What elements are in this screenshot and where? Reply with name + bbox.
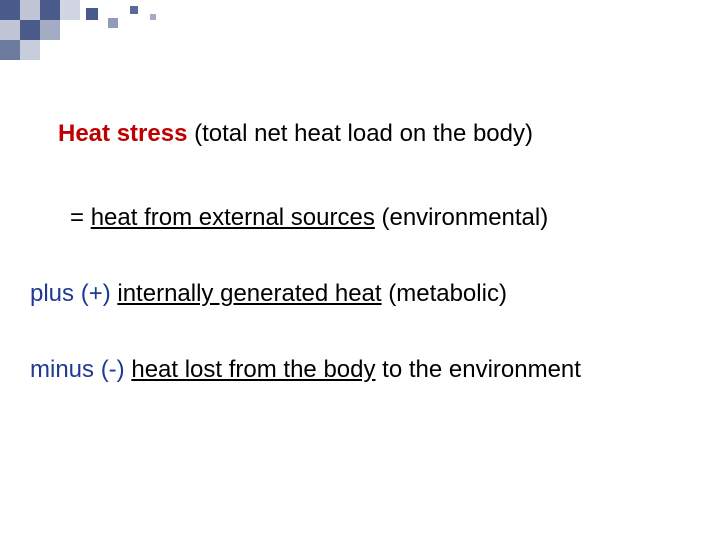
deco-square: [108, 18, 118, 28]
eq-suffix: (environmental): [375, 204, 548, 231]
deco-square: [20, 20, 40, 40]
plus-suffix: (metabolic): [382, 280, 507, 307]
deco-square: [20, 0, 40, 20]
minus-suffix: to the environment: [375, 356, 580, 383]
title-line: Heat stress (total net heat load on the …: [58, 120, 690, 148]
title-rest: (total net heat load on the body): [187, 120, 533, 147]
eq-prefix: =: [70, 204, 91, 231]
equals-line: = heat from external sources (environmen…: [70, 204, 690, 232]
deco-square: [60, 0, 80, 20]
eq-underlined: heat from external sources: [91, 204, 375, 231]
deco-square: [150, 14, 156, 20]
plus-prefix: plus (+): [30, 280, 117, 307]
heat-stress-term: Heat stress: [58, 120, 187, 147]
deco-square: [0, 40, 20, 60]
minus-underlined: heat lost from the body: [131, 356, 375, 383]
minus-prefix: minus (-): [30, 356, 131, 383]
deco-square: [40, 20, 60, 40]
plus-underlined: internally generated heat: [117, 280, 381, 307]
minus-line: minus (-) heat lost from the body to the…: [30, 356, 690, 384]
deco-square: [0, 20, 20, 40]
deco-square: [86, 8, 98, 20]
deco-square: [0, 0, 20, 20]
slide-content: Heat stress (total net heat load on the …: [0, 120, 720, 432]
corner-decoration: [0, 0, 180, 70]
plus-line: plus (+) internally generated heat (meta…: [30, 280, 690, 308]
deco-square: [40, 0, 60, 20]
deco-square: [130, 6, 138, 14]
deco-square: [20, 40, 40, 60]
